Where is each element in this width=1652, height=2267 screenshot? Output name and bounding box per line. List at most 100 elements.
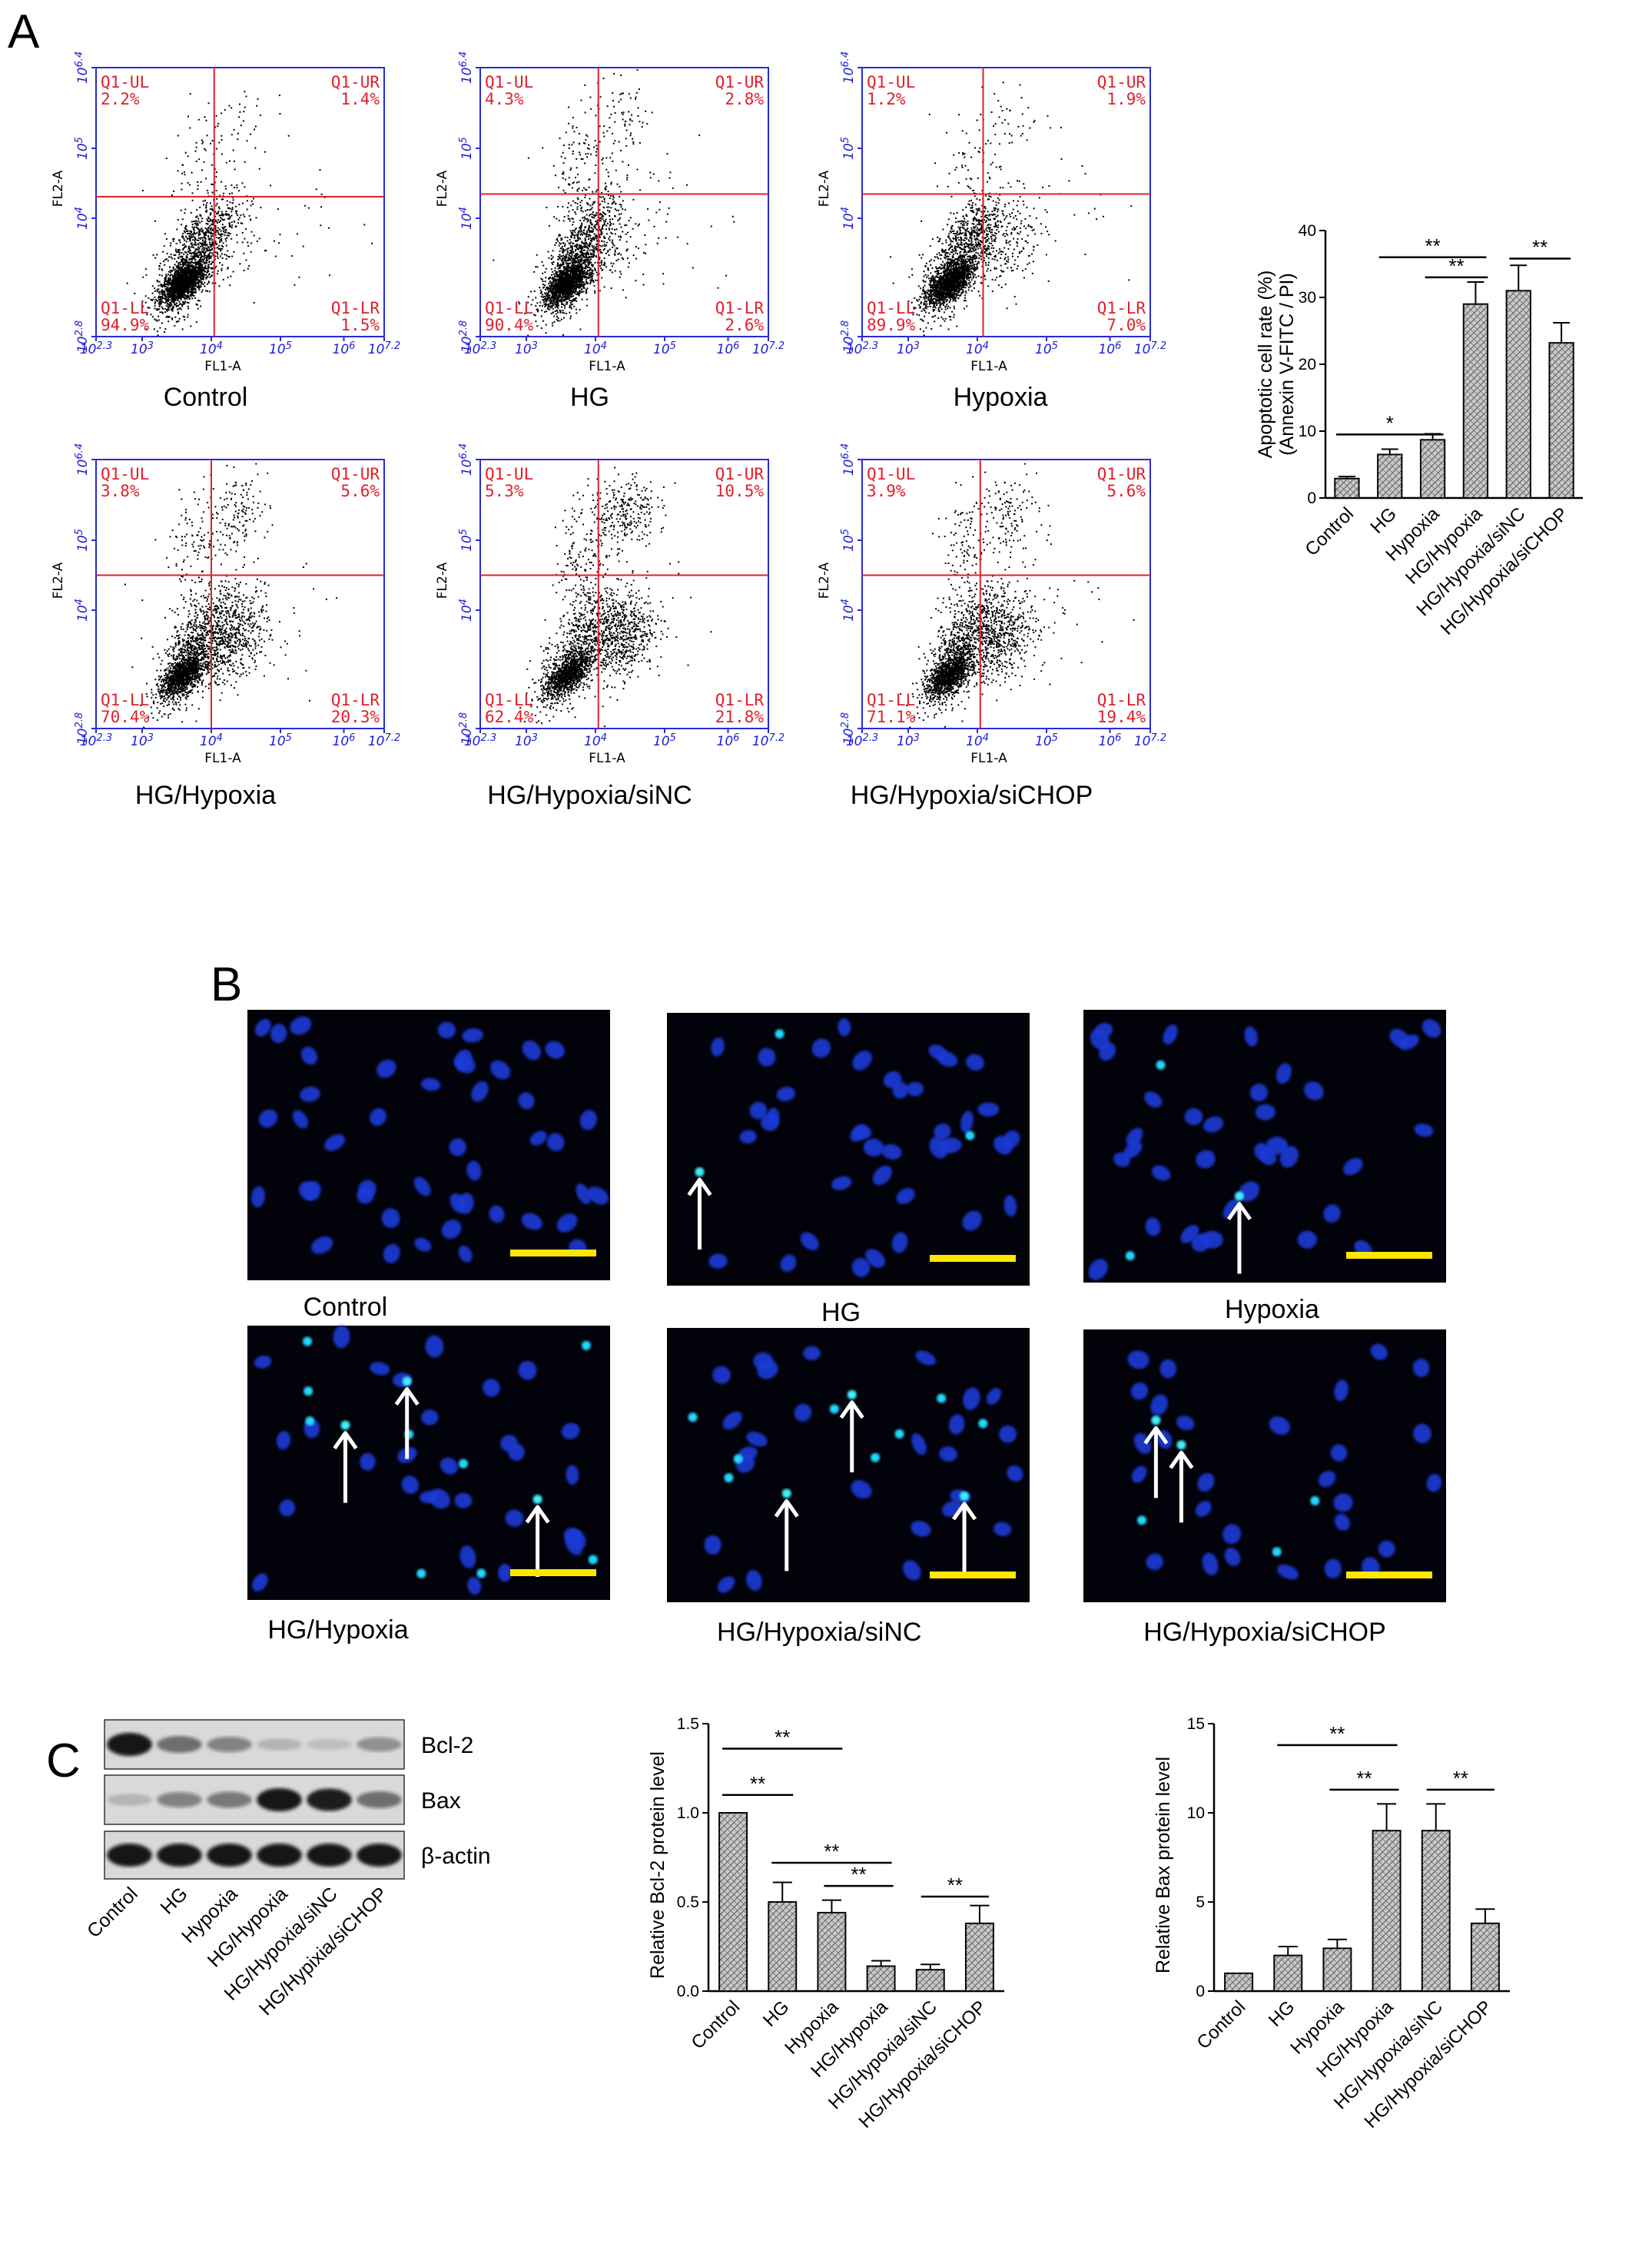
nucleus — [462, 1028, 483, 1043]
apoptotic-nucleus — [304, 1386, 313, 1396]
quadrant-ul-name: Q1-UL — [101, 465, 149, 483]
nucleus — [449, 1138, 466, 1157]
microscopy-images: Control HG Hypoxia HG/Hypoxia HG/Hypoxia/siN… — [247, 1010, 1446, 1647]
apoptotic-nucleus — [416, 1568, 426, 1578]
blot-strip — [104, 1774, 405, 1825]
arrow-indicator — [333, 1431, 358, 1503]
y-tick-label: 106.4 — [840, 51, 857, 84]
y-axis-label: Relative Bax protein level — [1153, 1757, 1174, 1973]
quadrant-ur-name: Q1-UR — [331, 465, 380, 483]
x-tick-label: 103 — [515, 732, 538, 749]
nucleus — [1275, 1063, 1292, 1084]
x-tick-label: 104 — [966, 340, 989, 357]
arrow-indicator — [774, 1499, 799, 1572]
x-tick-label: 102.3 — [846, 340, 878, 357]
nucleus — [1123, 1140, 1143, 1159]
apoptotic-nucleus — [402, 1376, 412, 1386]
nucleus — [302, 1180, 321, 1201]
protein-band — [207, 1791, 252, 1808]
quadrant-ll-name: Q1-LL — [485, 299, 533, 317]
significance-label: ** — [1453, 1767, 1468, 1790]
nucleus — [421, 1409, 439, 1426]
apoptotic-nucleus — [588, 1555, 598, 1565]
nucleus — [498, 1564, 512, 1582]
nucleus — [712, 1366, 731, 1384]
x-tick-label: 107.2 — [1134, 340, 1166, 357]
nucleus — [1330, 1444, 1348, 1462]
quadrant-ul-value: 3.9% — [867, 482, 906, 500]
bar-crosshatch — [818, 1912, 846, 1991]
quadrant-ur-name: Q1-UR — [331, 73, 380, 91]
nucleus — [1146, 1553, 1163, 1571]
flow-plot-caption: HG/Hypoxia — [135, 781, 276, 810]
nucleus — [838, 1018, 851, 1037]
nucleus — [1088, 1259, 1108, 1280]
nucleus — [803, 1346, 821, 1361]
nucleus — [466, 1160, 482, 1181]
nucleus — [1144, 1091, 1163, 1108]
y-tick-label: 106.4 — [840, 443, 857, 476]
y-axis-label: FL2-A — [817, 170, 832, 207]
nucleus — [1180, 1224, 1199, 1243]
nucleus — [518, 1360, 537, 1380]
blot-strip — [104, 1831, 405, 1880]
protein-band — [207, 1844, 252, 1867]
nucleus — [851, 1480, 872, 1499]
nucleus — [811, 1038, 831, 1058]
quadrant-lr-name: Q1-LR — [331, 691, 380, 709]
protein-band — [357, 1737, 402, 1752]
nucleus — [1269, 1416, 1290, 1436]
y-axis-label: Relative Bcl-2 protein level — [647, 1751, 668, 1979]
x-tick-label: 107.2 — [1134, 732, 1166, 749]
apoptotic-nucleus — [965, 1130, 975, 1140]
bar-crosshatch — [916, 1970, 944, 1991]
nucleus — [311, 1236, 333, 1254]
nucleus — [746, 1431, 768, 1447]
nucleus — [518, 1092, 535, 1110]
nucleus — [892, 1081, 908, 1099]
apoptotic-nucleus — [829, 1404, 839, 1414]
nucleus — [758, 1047, 776, 1067]
hoechst-image-6: HG/Hypoxia/siCHOP — [1083, 1329, 1446, 1647]
bar-crosshatch — [719, 1813, 748, 1991]
x-tick-label: 107.2 — [752, 340, 785, 357]
quadrant-ur-value: 10.5% — [715, 482, 765, 500]
nucleus — [500, 1435, 518, 1452]
nucleus — [1007, 1465, 1023, 1482]
quadrant-ur-name: Q1-UR — [715, 465, 765, 483]
quadrant-lr-value: 19.4% — [1097, 708, 1146, 726]
nucleus — [852, 1051, 872, 1070]
arrow-indicator — [1143, 1426, 1169, 1499]
nucleus — [966, 1054, 984, 1071]
quadrant-lr-value: 21.8% — [715, 708, 765, 726]
nucleus — [934, 1123, 951, 1140]
nucleus — [872, 1165, 892, 1186]
quadrant-ul-value: 1.2% — [867, 90, 906, 108]
nucleus — [1159, 1359, 1177, 1379]
arrow-indicator — [1169, 1450, 1194, 1523]
image-caption: HG/Hypoxia/siCHOP — [1143, 1618, 1386, 1647]
nucleus — [419, 1491, 439, 1504]
nucleus — [708, 1253, 728, 1269]
nucleus — [1378, 1540, 1395, 1558]
x-tick-label: 105 — [269, 732, 292, 749]
nucleus — [853, 1125, 872, 1140]
nucleus — [1244, 1026, 1258, 1047]
nucleus — [1163, 1024, 1178, 1045]
x-tick-label: 107.2 — [368, 340, 400, 357]
x-axis-label: FL1-A — [970, 359, 1007, 374]
quadrant-lr-name: Q1-LR — [1097, 691, 1146, 709]
nucleus — [300, 1047, 318, 1065]
flow-plot-caption: Hypoxia — [954, 383, 1048, 412]
nucleus — [1398, 1034, 1419, 1051]
nucleus — [896, 1187, 915, 1204]
hoechst-image-3: Hypoxia — [1083, 1010, 1446, 1324]
nucleus — [1414, 1123, 1434, 1137]
nucleus — [292, 1110, 309, 1129]
nucleus — [780, 1254, 797, 1273]
quadrant-ll-name: Q1-LL — [101, 299, 149, 317]
y-tick-label: 15 — [1187, 1715, 1205, 1733]
x-tick-label: 103 — [131, 340, 154, 357]
